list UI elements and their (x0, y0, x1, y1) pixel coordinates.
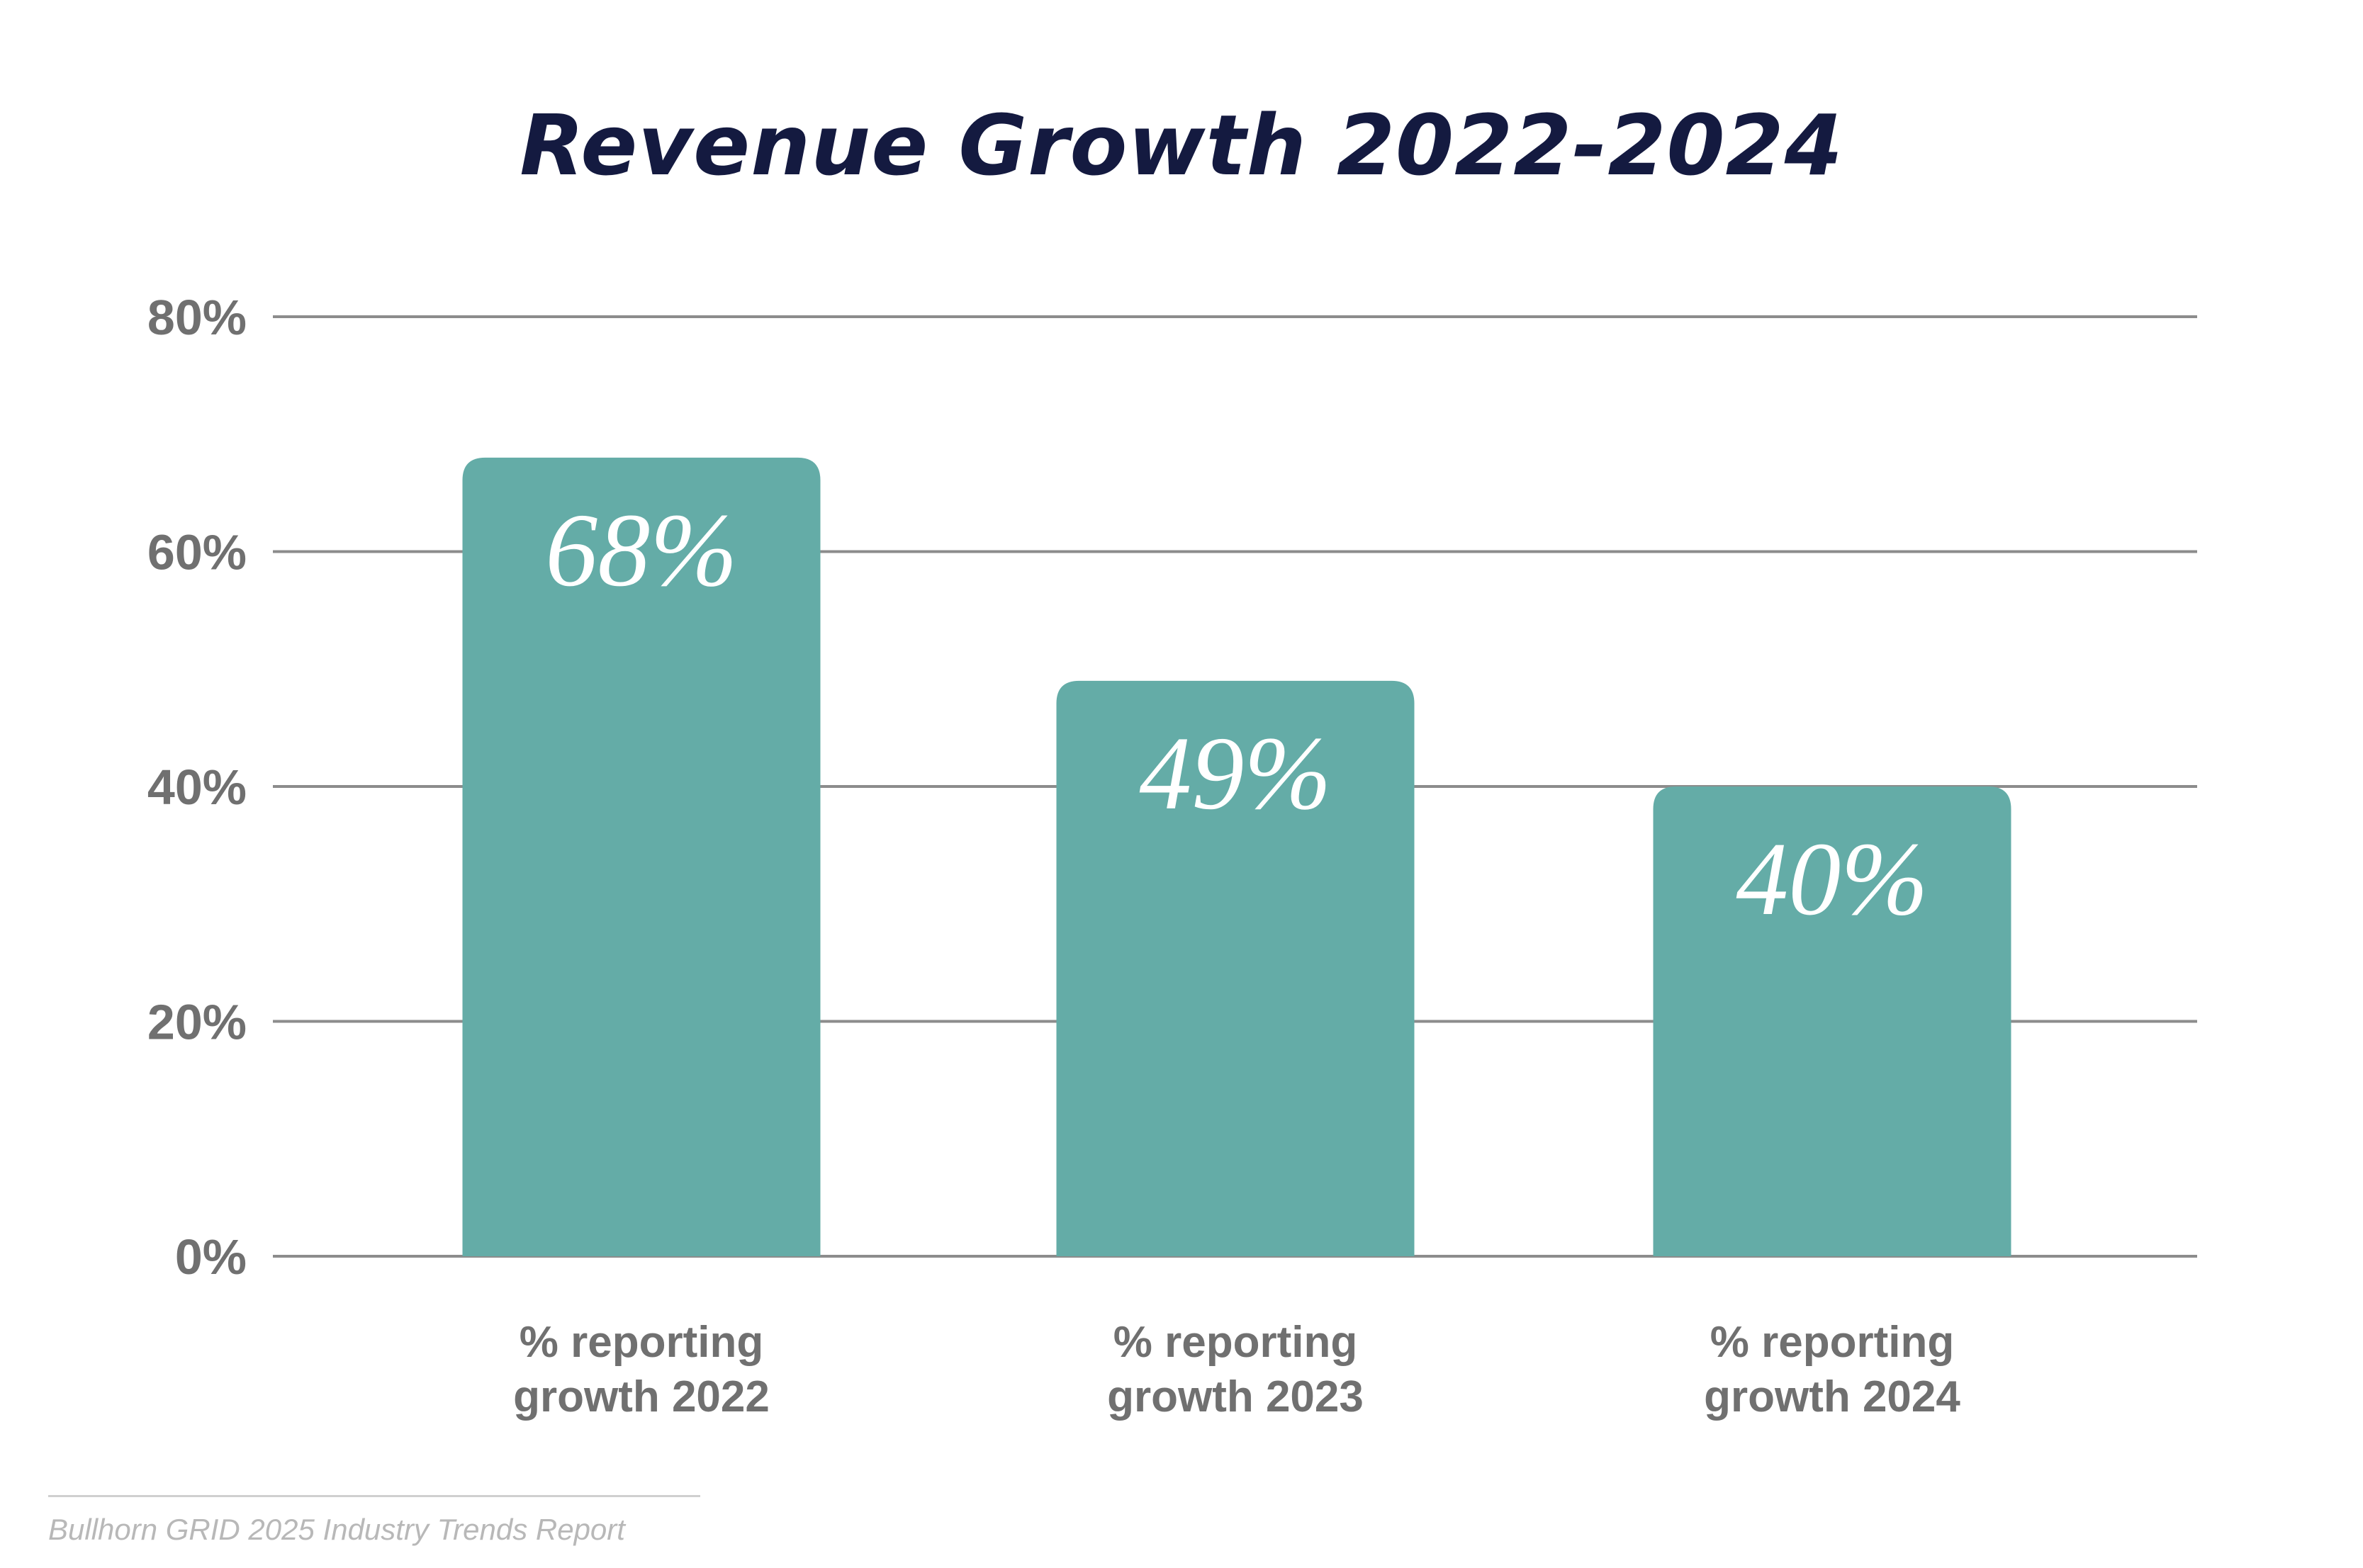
y-tick-label: 40% (147, 760, 247, 815)
category-label-3-line-1: % reporting (1710, 1318, 1954, 1367)
y-tick-label: 60% (147, 525, 247, 580)
category-label-2-line-1: % reporting (1113, 1318, 1357, 1367)
source-citation: Bullhorn GRID 2025 Industry Trends Repor… (48, 1513, 625, 1546)
data-label-1: 68% (545, 492, 737, 609)
data-labels: 68% 49% 40% (545, 492, 1928, 937)
chart-title: Revenue Growth 2022-2024 (520, 96, 1843, 194)
bar-1 (462, 457, 821, 1256)
x-axis-category-labels: % reporting growth 2022 % reporting growth … (513, 1318, 1960, 1421)
category-label-1-line-1: % reporting (520, 1318, 763, 1367)
y-tick-label: 0% (175, 1229, 247, 1285)
category-label-1-line-2: growth 2022 (513, 1372, 770, 1421)
bar-2 (1056, 680, 1415, 1256)
y-tick-label: 80% (147, 290, 247, 345)
data-label-2: 49% (1139, 716, 1331, 832)
y-tick-label: 20% (147, 995, 247, 1050)
category-label-2-line-2: growth 2023 (1107, 1372, 1364, 1421)
data-label-3: 40% (1736, 821, 1928, 937)
y-axis-tick-labels: 0% 20% 40% 60% 80% (147, 290, 247, 1285)
source-divider (48, 1495, 700, 1497)
bars (462, 457, 2011, 1256)
category-label-3-line-2: growth 2024 (1704, 1372, 1960, 1421)
bar-3 (1653, 786, 2011, 1256)
